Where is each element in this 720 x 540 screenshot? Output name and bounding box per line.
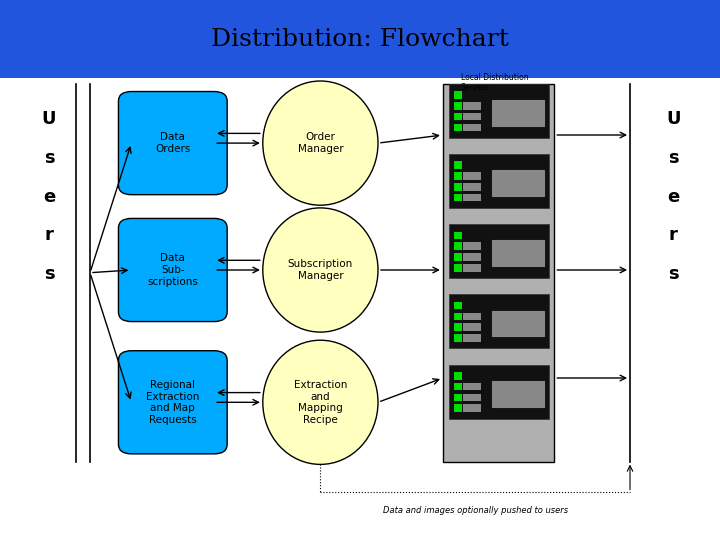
Text: r: r (45, 226, 53, 245)
FancyBboxPatch shape (463, 242, 481, 250)
FancyBboxPatch shape (454, 334, 462, 342)
FancyBboxPatch shape (463, 183, 481, 191)
FancyBboxPatch shape (449, 84, 549, 138)
Text: s: s (668, 265, 678, 284)
Text: Regional
Extraction
and Map
Requests: Regional Extraction and Map Requests (146, 380, 199, 424)
FancyBboxPatch shape (454, 172, 462, 180)
FancyBboxPatch shape (492, 100, 544, 126)
FancyBboxPatch shape (463, 383, 481, 390)
Ellipse shape (263, 208, 378, 332)
FancyBboxPatch shape (463, 264, 481, 272)
Text: Data
Orders: Data Orders (155, 132, 191, 154)
FancyBboxPatch shape (463, 102, 481, 110)
FancyBboxPatch shape (119, 91, 228, 195)
Text: Data and images optionally pushed to users: Data and images optionally pushed to use… (382, 506, 568, 515)
FancyBboxPatch shape (454, 113, 462, 120)
Text: Data
Sub-
scriptions: Data Sub- scriptions (148, 253, 198, 287)
FancyBboxPatch shape (463, 113, 481, 120)
FancyBboxPatch shape (454, 102, 462, 110)
Text: e: e (42, 187, 55, 206)
FancyBboxPatch shape (454, 264, 462, 272)
FancyBboxPatch shape (449, 294, 549, 348)
Text: Extraction
and
Mapping
Recipe: Extraction and Mapping Recipe (294, 380, 347, 424)
FancyBboxPatch shape (492, 170, 544, 196)
FancyBboxPatch shape (454, 91, 462, 99)
FancyBboxPatch shape (463, 124, 481, 131)
FancyBboxPatch shape (454, 394, 462, 401)
Text: s: s (668, 148, 678, 167)
Text: s: s (44, 265, 54, 284)
Text: s: s (44, 148, 54, 167)
FancyBboxPatch shape (454, 232, 462, 239)
FancyBboxPatch shape (449, 224, 549, 278)
FancyBboxPatch shape (454, 183, 462, 191)
Text: Local Distribution
Servers: Local Distribution Servers (461, 73, 528, 92)
FancyBboxPatch shape (454, 383, 462, 390)
FancyBboxPatch shape (443, 84, 554, 462)
FancyBboxPatch shape (463, 323, 481, 331)
FancyBboxPatch shape (449, 364, 549, 418)
FancyBboxPatch shape (454, 302, 462, 309)
Text: e: e (667, 187, 680, 206)
FancyBboxPatch shape (463, 404, 481, 412)
FancyBboxPatch shape (449, 154, 549, 208)
FancyBboxPatch shape (463, 394, 481, 401)
FancyBboxPatch shape (492, 381, 544, 407)
FancyBboxPatch shape (492, 310, 544, 336)
FancyBboxPatch shape (119, 219, 228, 322)
Text: U: U (42, 110, 56, 128)
Ellipse shape (263, 81, 378, 205)
FancyBboxPatch shape (454, 253, 462, 261)
Text: U: U (666, 110, 680, 128)
FancyBboxPatch shape (0, 0, 720, 78)
Ellipse shape (263, 340, 378, 464)
FancyBboxPatch shape (454, 323, 462, 331)
Text: Subscription
Manager: Subscription Manager (288, 259, 353, 281)
FancyBboxPatch shape (463, 172, 481, 180)
FancyBboxPatch shape (463, 334, 481, 342)
Text: r: r (669, 226, 678, 245)
FancyBboxPatch shape (463, 194, 481, 201)
FancyBboxPatch shape (454, 313, 462, 320)
FancyBboxPatch shape (454, 372, 462, 380)
FancyBboxPatch shape (463, 253, 481, 261)
FancyBboxPatch shape (454, 161, 462, 169)
FancyBboxPatch shape (492, 240, 544, 266)
Text: Distribution: Flowchart: Distribution: Flowchart (211, 28, 509, 51)
FancyBboxPatch shape (454, 242, 462, 250)
FancyBboxPatch shape (454, 124, 462, 131)
Text: Order
Manager: Order Manager (297, 132, 343, 154)
FancyBboxPatch shape (454, 194, 462, 201)
FancyBboxPatch shape (454, 404, 462, 412)
FancyBboxPatch shape (119, 351, 228, 454)
FancyBboxPatch shape (463, 313, 481, 320)
